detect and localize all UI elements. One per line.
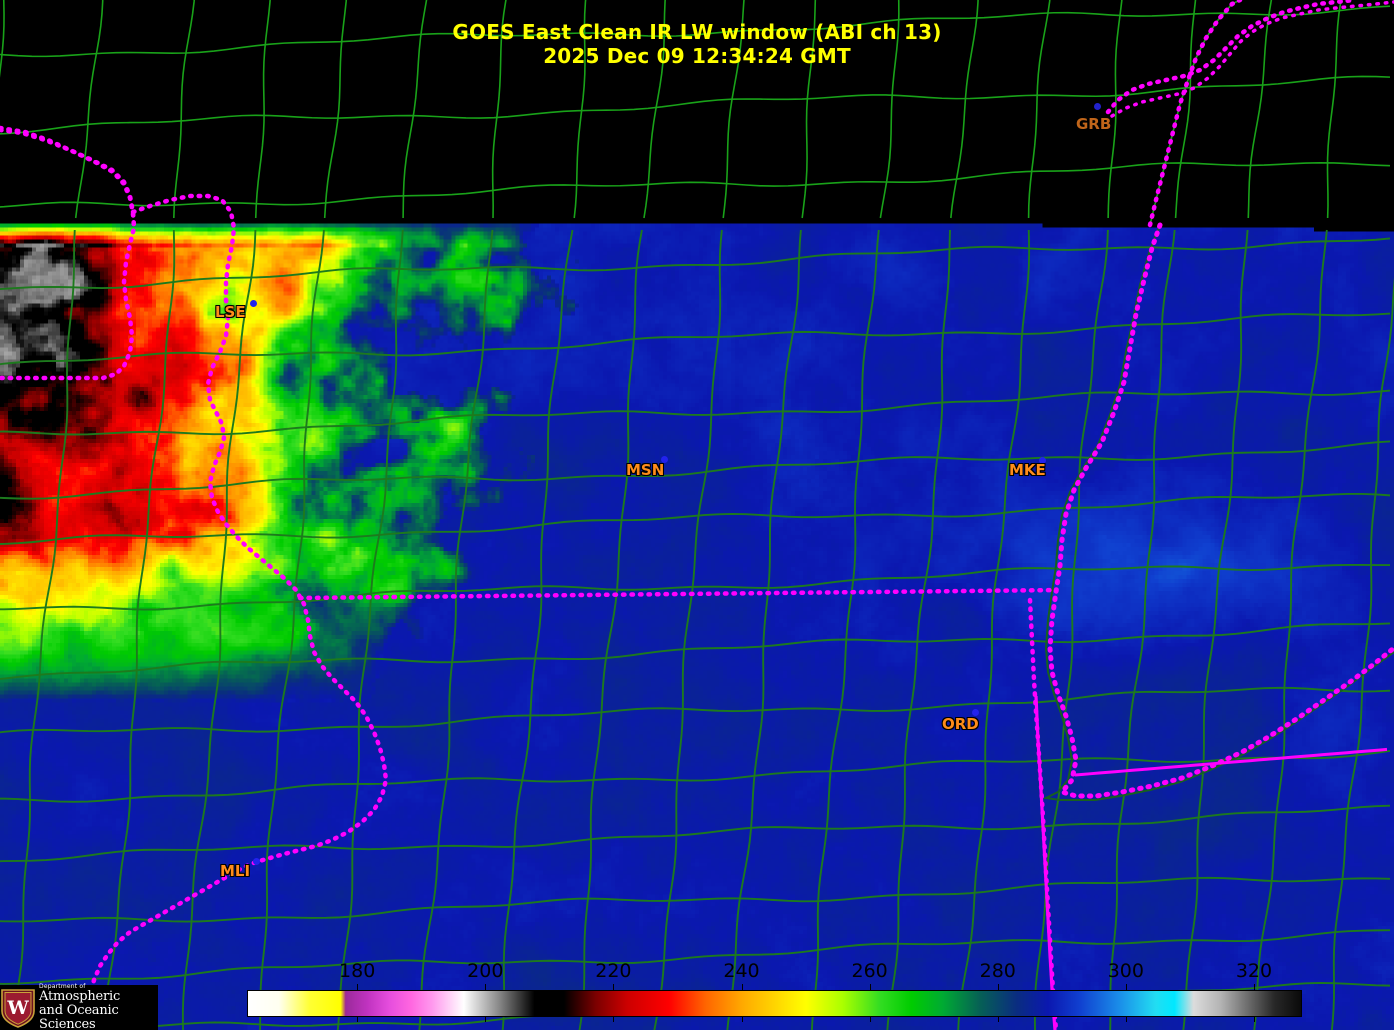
- colorbar-tick-lower: [613, 1017, 615, 1022]
- colorbar-tick: [1253, 984, 1255, 990]
- colorbar-tick-lower: [357, 1017, 359, 1022]
- colorbar-tick: [997, 984, 999, 990]
- colorbar: 180 200 220 240 260 280 300 320: [247, 960, 1302, 1022]
- station-dot-icon: [1094, 103, 1101, 110]
- station-label-lse: LSE: [215, 303, 246, 321]
- colorbar-gradient: [247, 990, 1302, 1017]
- station-label-ord: ORD: [942, 715, 979, 733]
- station-dot-icon: [1039, 457, 1046, 464]
- colorbar-tick: [741, 984, 743, 990]
- county-lines-gray-region: [0, 224, 1394, 1030]
- svg-text:W: W: [6, 997, 29, 1019]
- colorbar-tick-label: 180: [339, 960, 376, 982]
- colorbar-tick-label: 300: [1107, 960, 1144, 982]
- colorbar-tick-label: 240: [723, 960, 760, 982]
- colorbar-tick-label: 220: [595, 960, 632, 982]
- colorbar-tick-label: 200: [467, 960, 504, 982]
- colorbar-tick-lower: [869, 1017, 871, 1022]
- logo-text-block: Department of Atmospheric and Oceanic Sc…: [39, 983, 158, 1030]
- station-dot-icon: [972, 709, 979, 716]
- station-label-grb: GRB: [1076, 115, 1112, 133]
- station-label-msn: MSN: [626, 461, 665, 479]
- colorbar-tick-lower: [1253, 1017, 1255, 1022]
- logo-line-1: Atmospheric: [39, 989, 121, 1004]
- station-label-mli: MLI: [220, 862, 251, 880]
- station-dot-icon: [253, 858, 260, 865]
- colorbar-tick-lower: [741, 1017, 743, 1022]
- logo-department-line: Department of: [39, 983, 86, 990]
- colorbar-tick: [613, 984, 615, 990]
- uw-aos-logo: W Department of Atmospheric and Oceanic …: [0, 983, 158, 1030]
- uw-crest-icon: W: [1, 989, 35, 1028]
- colorbar-tick-lower: [1125, 1017, 1127, 1022]
- colorbar-tick-label: 280: [979, 960, 1016, 982]
- station-dot-icon: [661, 456, 668, 463]
- logo-line-2: and Oceanic Sciences: [39, 1003, 119, 1030]
- colorbar-tick: [1125, 984, 1127, 990]
- colorbar-tick: [357, 984, 359, 990]
- colorbar-tick: [869, 984, 871, 990]
- colorbar-tick: [485, 984, 487, 990]
- colorbar-tick-label: 260: [851, 960, 888, 982]
- station-dot-icon: [250, 300, 257, 307]
- colorbar-tick-label: 320: [1235, 960, 1273, 982]
- county-lines-black-region: [0, 0, 1391, 226]
- station-label-mke: MKE: [1009, 461, 1046, 479]
- colorbar-tick-lower: [997, 1017, 999, 1022]
- colorbar-tick-lower: [485, 1017, 487, 1022]
